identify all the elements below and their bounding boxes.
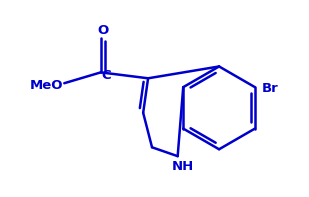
Text: MeO: MeO — [30, 79, 63, 92]
Text: O: O — [97, 24, 108, 37]
Text: Br: Br — [261, 82, 278, 95]
Text: NH: NH — [171, 160, 194, 173]
Text: C: C — [101, 69, 111, 82]
